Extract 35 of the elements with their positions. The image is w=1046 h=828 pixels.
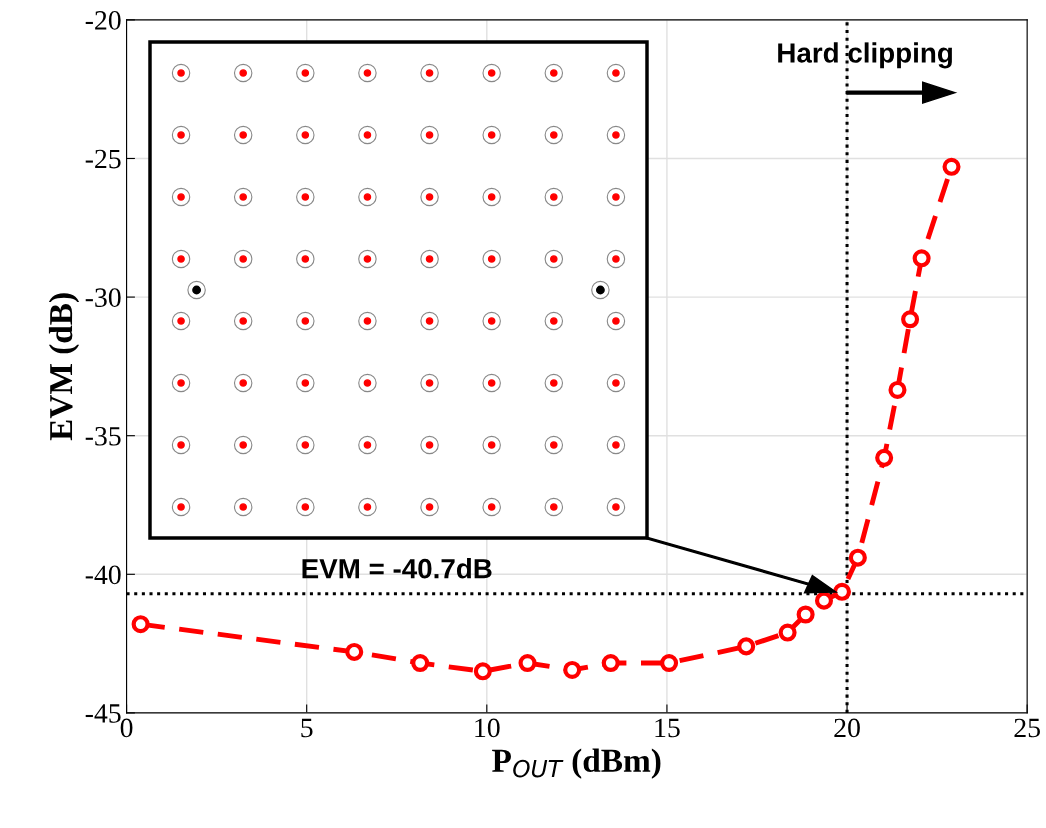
point [601, 653, 620, 673]
y-tick-label: -35 [85, 426, 121, 446]
y-tick-label: -40 [85, 565, 121, 585]
point [660, 653, 679, 673]
x-tick-label: 0 [120, 718, 133, 738]
point [473, 662, 492, 681]
point [518, 653, 537, 673]
ref-line-label: Hard clipping [778, 42, 952, 69]
point [901, 310, 920, 329]
point [814, 591, 834, 610]
point [942, 157, 961, 176]
point [875, 448, 894, 467]
y-tick-label: -20 [85, 11, 121, 30]
point [131, 615, 150, 634]
point [848, 548, 867, 567]
x-tick-label: 10 [475, 718, 500, 738]
y-tick-label: -30 [85, 288, 121, 307]
y-tick-label: -25 [85, 149, 121, 169]
point [737, 637, 756, 656]
y-axis-title: EVM (dB) [48, 293, 80, 441]
x-tick-label: 5 [301, 718, 313, 738]
x-axis-title: P$_{OUT}$ (dBm) [492, 748, 661, 779]
ref-line-label: EVM = -40.7dB [302, 558, 492, 579]
point [832, 582, 852, 601]
point [796, 605, 815, 624]
x-tick-label: 15 [655, 718, 680, 738]
x-tick-label: 20 [834, 718, 860, 738]
point [345, 642, 364, 661]
x-tick-label: 25 [1014, 718, 1040, 738]
point [888, 380, 907, 399]
point [912, 249, 931, 268]
point [563, 660, 582, 679]
y-tick-label: -45 [85, 704, 121, 723]
point [411, 653, 430, 673]
point [778, 623, 797, 642]
